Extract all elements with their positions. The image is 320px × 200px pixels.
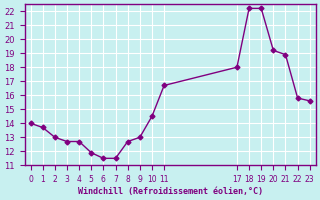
X-axis label: Windchill (Refroidissement éolien,°C): Windchill (Refroidissement éolien,°C) [78,187,263,196]
